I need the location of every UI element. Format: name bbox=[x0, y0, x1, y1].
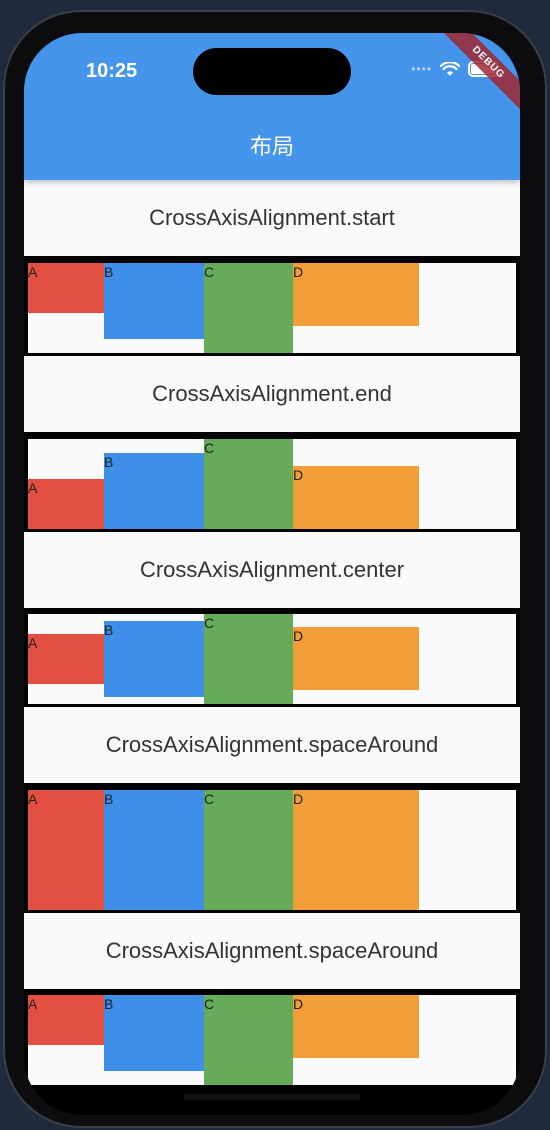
section-label: CrossAxisAlignment.end bbox=[24, 356, 520, 432]
block-c: C bbox=[204, 995, 293, 1085]
block-d: D bbox=[293, 790, 419, 910]
status-time: 10:25 bbox=[86, 60, 138, 82]
block-c: C bbox=[204, 614, 293, 704]
block-c: C bbox=[204, 439, 293, 529]
section-label: CrossAxisAlignment.spaceAround bbox=[24, 707, 520, 783]
dynamic-island bbox=[193, 48, 351, 95]
block-d: D bbox=[293, 263, 419, 326]
block-d: D bbox=[293, 466, 419, 529]
block-b: B bbox=[104, 790, 204, 910]
block-b: B bbox=[104, 621, 204, 697]
block-a: A bbox=[28, 634, 104, 684]
block-b: B bbox=[104, 263, 204, 339]
app-bar: 10:25 •••• 布局 bbox=[24, 33, 520, 180]
alignment-row-stretch: A B C D bbox=[24, 787, 520, 913]
section-label: CrossAxisAlignment.center bbox=[24, 532, 520, 608]
section-label: CrossAxisAlignment.spaceAround bbox=[24, 913, 520, 989]
alignment-row-end: A B C D bbox=[24, 436, 520, 532]
block-a: A bbox=[28, 790, 104, 910]
block-d: D bbox=[293, 627, 419, 690]
signal-icon: •••• bbox=[411, 62, 432, 76]
block-a: A bbox=[28, 479, 104, 529]
block-c: C bbox=[204, 263, 293, 353]
block-c: C bbox=[204, 790, 293, 910]
wifi-icon bbox=[440, 61, 460, 76]
page-title: 布局 bbox=[249, 134, 294, 159]
screen: 10:25 •••• 布局 DEBUG CrossAxisAlignment.s… bbox=[24, 33, 520, 1115]
block-d: D bbox=[293, 995, 419, 1058]
block-a: A bbox=[28, 995, 104, 1045]
alignment-row-center: A B C D bbox=[24, 611, 520, 707]
home-indicator[interactable] bbox=[184, 1094, 360, 1100]
alignment-row-partial: A B C D bbox=[24, 992, 520, 1088]
block-a: A bbox=[28, 263, 104, 313]
alignment-row-start: A B C D bbox=[24, 260, 520, 356]
section-label: CrossAxisAlignment.start bbox=[24, 180, 520, 256]
block-b: B bbox=[104, 453, 204, 529]
block-b: B bbox=[104, 995, 204, 1071]
